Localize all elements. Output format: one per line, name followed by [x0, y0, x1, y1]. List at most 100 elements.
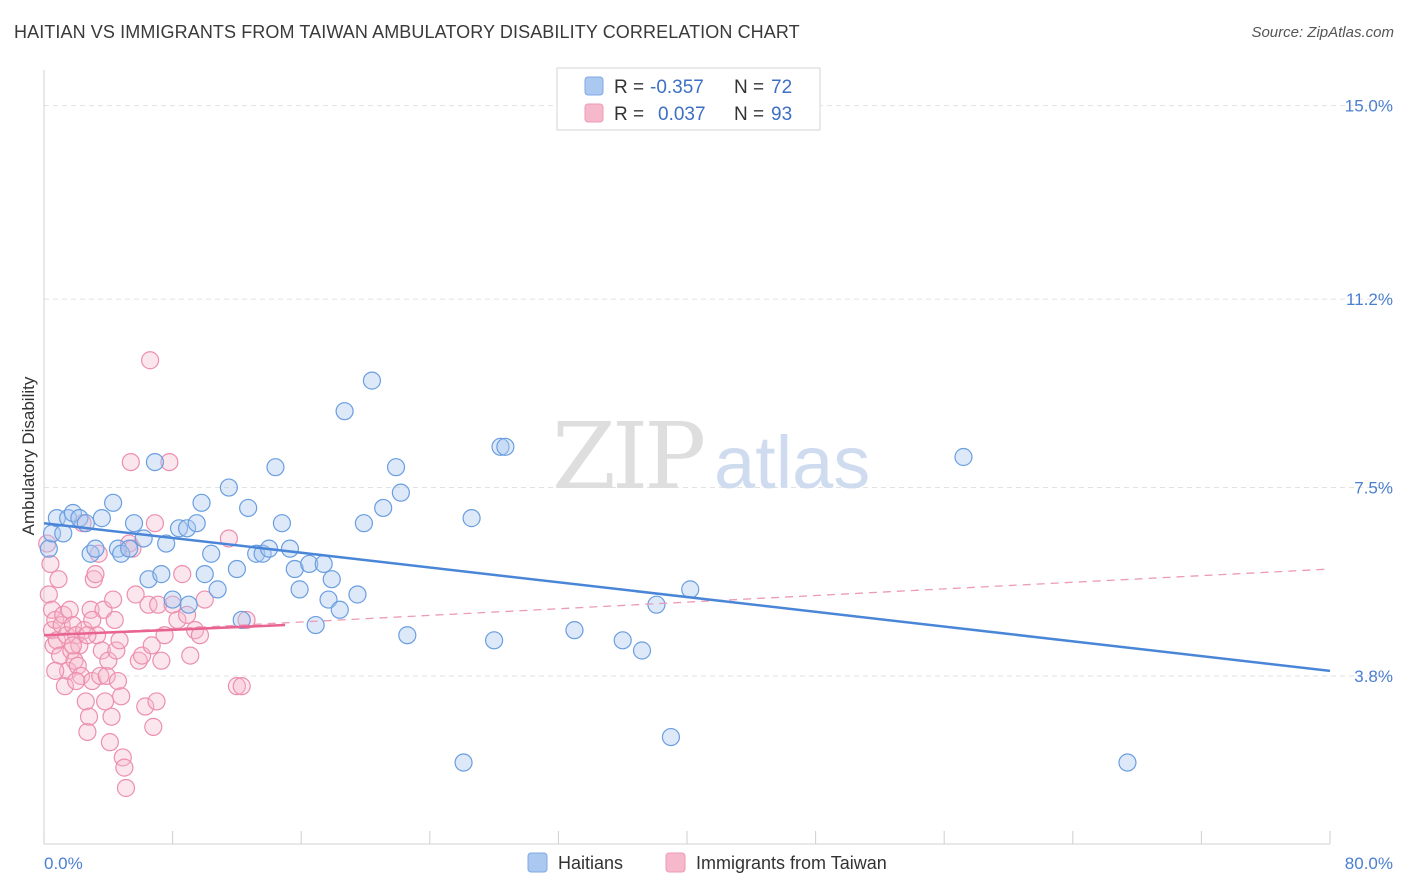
legend-bottom-swatch-haitians: [527, 852, 548, 873]
y-tick-label-3: 15.0%: [1345, 97, 1393, 116]
haitians-point-9: [86, 539, 105, 558]
haitians-point-8: [81, 544, 100, 563]
taiwan-point-53: [126, 585, 145, 604]
haitians-point-57: [462, 509, 481, 528]
haitians-point-68: [1118, 753, 1137, 772]
taiwan-point-44: [107, 641, 126, 660]
taiwan-point-58: [142, 636, 161, 655]
x-tick-label-min: 0.0%: [44, 854, 83, 873]
haitians-point-23: [177, 519, 197, 538]
watermark: ZIP atlas: [552, 403, 870, 510]
taiwan-point-63: [160, 452, 179, 472]
taiwan-point-73: [227, 677, 246, 696]
legend-top: R = -0.357 N = 72 R = 0.037 N = 93: [556, 67, 821, 131]
haitians-point-64: [647, 595, 666, 614]
legend-bottom-label-haitians: Haitians: [558, 853, 623, 873]
haitians-point-28: [202, 544, 221, 563]
taiwan-point-26: [78, 722, 97, 742]
legend-r-label-haitians: R =: [614, 77, 644, 98]
watermark-atlas: atlas: [714, 421, 870, 504]
taiwan-point-40: [100, 733, 120, 752]
legend-n-label-taiwan: N =: [734, 104, 764, 125]
haitians-point-66: [681, 580, 700, 599]
haitians-point-18: [145, 452, 165, 472]
haitians-point-24: [179, 595, 198, 614]
haitians-point-60: [496, 437, 515, 456]
taiwan-point-77: [144, 717, 163, 736]
haitians-point-20: [157, 534, 176, 553]
legend-r-value-haitians: -0.357: [650, 77, 704, 98]
taiwan-point-47: [112, 687, 131, 706]
haitians-point-19: [152, 565, 171, 584]
taiwan-point-46: [110, 631, 129, 650]
legend-swatch-haitians: [584, 76, 604, 96]
series-haitians-points: [39, 371, 1137, 772]
haitians-point-58: [485, 631, 504, 650]
taiwan-point-38: [97, 666, 116, 686]
haitians-point-61: [565, 621, 584, 640]
haitians-point-63: [632, 641, 652, 660]
haitians-point-67: [954, 447, 973, 467]
legend-n-label-haitians: N =: [734, 77, 764, 98]
legend-swatch-taiwan: [584, 103, 604, 123]
taiwan-point-66: [173, 565, 192, 584]
taiwan-point-71: [195, 590, 214, 609]
haitians-point-37: [266, 458, 285, 477]
haitians-point-55: [398, 626, 417, 645]
taiwan-point-41: [102, 707, 121, 726]
haitians-point-21: [163, 590, 182, 609]
haitians-point-53: [386, 458, 406, 477]
haitians-point-56: [454, 753, 473, 772]
taiwan-point-31: [86, 565, 105, 584]
taiwan-point-78: [147, 692, 166, 711]
haitians-point-11: [104, 493, 123, 512]
taiwan-point-81: [67, 671, 86, 691]
haitians-point-39: [280, 539, 300, 558]
taiwan-point-5: [44, 636, 63, 655]
taiwan-point-22: [71, 666, 91, 686]
taiwan-point-2: [41, 554, 60, 574]
haitians-point-42: [300, 554, 319, 574]
haitians-point-15: [124, 514, 144, 533]
haitians-point-0: [39, 539, 58, 558]
taiwan-point-1: [39, 585, 58, 604]
haitians-point-48: [335, 402, 354, 421]
taiwan-point-35: [92, 641, 111, 660]
haitians-point-29: [208, 580, 227, 599]
haitians-point-41: [290, 580, 309, 599]
haitians-point-47: [330, 600, 349, 619]
haitians-point-25: [187, 514, 206, 533]
haitians-point-3: [54, 524, 73, 543]
taiwan-point-84: [46, 661, 65, 680]
taiwan-point-8: [49, 570, 68, 589]
haitians-point-40: [285, 559, 304, 579]
haitians-point-62: [613, 631, 632, 650]
haitians-point-45: [319, 590, 338, 609]
taiwan-point-43: [105, 610, 124, 630]
haitians-point-46: [322, 570, 341, 589]
taiwan-point-12: [55, 677, 74, 696]
taiwan-point-60: [149, 595, 168, 614]
taiwan-point-79: [121, 452, 140, 472]
taiwan-point-83: [83, 610, 102, 630]
haitians-point-31: [227, 559, 246, 579]
y-tick-label-1: 7.5%: [1354, 479, 1393, 498]
legend-bottom-label-taiwan: Immigrants from Taiwan: [696, 853, 887, 873]
haitians-point-30: [219, 478, 238, 497]
y-tick-label-2: 11.2%: [1346, 290, 1393, 309]
taiwan-point-76: [140, 351, 160, 370]
taiwan-point-45: [108, 671, 128, 691]
x-tick-label-max: 80.0%: [1345, 854, 1393, 873]
taiwan-point-54: [129, 651, 148, 670]
trend-lines: [43, 521, 1331, 673]
haitians-point-44: [314, 554, 333, 574]
legend-bottom-swatch-taiwan: [665, 852, 686, 873]
taiwan-point-42: [104, 590, 123, 609]
legend-n-value-haitians: 72: [771, 77, 792, 98]
haitians-point-65: [661, 727, 681, 747]
taiwan-point-80: [63, 636, 83, 655]
haitians-point-10: [92, 509, 111, 528]
taiwan-point-20: [68, 656, 87, 675]
taiwan-point-68: [181, 646, 200, 665]
taiwan-point-61: [152, 651, 171, 670]
